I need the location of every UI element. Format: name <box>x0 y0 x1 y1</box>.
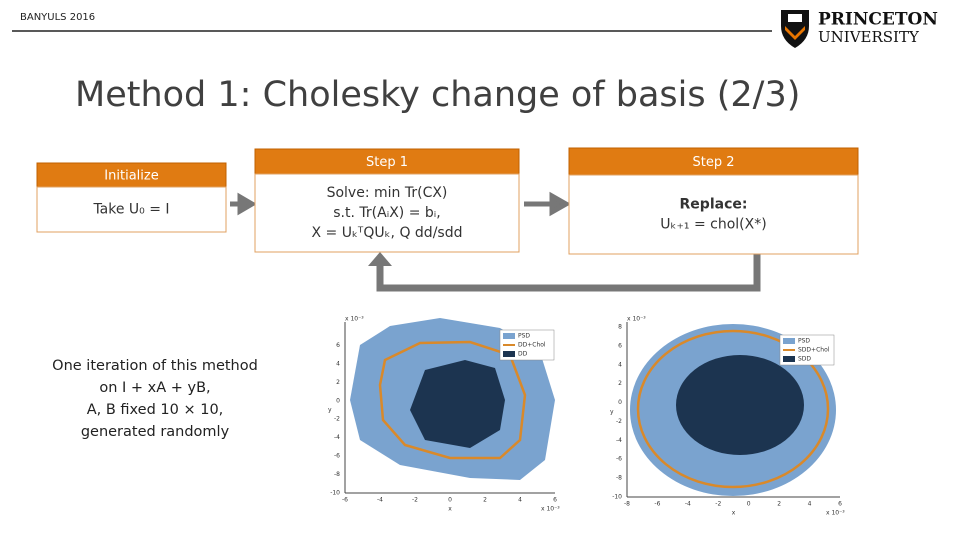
y-tick-label: -4 <box>334 434 340 441</box>
scale-label: x 10⁻³ <box>345 316 364 323</box>
step-body <box>254 173 520 253</box>
legend-label: DD+Chol <box>518 342 546 349</box>
x-tick-label: 4 <box>808 501 812 508</box>
logo-line: UNIVERSITY <box>818 28 920 46</box>
legend-swatch <box>503 333 515 339</box>
note-line: generated randomly <box>81 424 230 440</box>
y-tick-label: -4 <box>616 437 622 444</box>
note-line: A, B fixed 10 × 10, <box>87 402 224 418</box>
step-text: Take U₀ = I <box>92 202 169 218</box>
arrow-head <box>368 252 392 266</box>
step-body <box>36 186 227 233</box>
feedback-arrow <box>376 254 761 292</box>
legend-label: PSD <box>798 338 810 345</box>
note-line: One iteration of this method <box>52 358 258 374</box>
x-tick-label: -4 <box>377 497 383 504</box>
y-tick-label: 4 <box>618 361 622 368</box>
legend-label: SDD+Chol <box>798 347 830 354</box>
dd-region <box>410 360 505 448</box>
y-tick-label: 2 <box>336 379 340 386</box>
y-axis-label: y <box>610 409 614 416</box>
y-tick-label: 4 <box>336 360 340 367</box>
x-tick-label: -2 <box>715 501 721 508</box>
x-tick-label: -6 <box>654 501 660 508</box>
legend-label: SDD <box>798 356 811 363</box>
y-tick-label: 0 <box>336 397 340 404</box>
x-axis-label: x <box>732 510 736 517</box>
step-header <box>36 162 227 188</box>
legend-swatch <box>783 356 795 362</box>
y-tick-label: -2 <box>334 416 340 423</box>
chevron <box>785 26 805 40</box>
legend-label: DD <box>518 351 528 358</box>
step-body <box>568 174 859 255</box>
step-text: Uₖ₊₁ = chol(X*) <box>660 217 766 233</box>
y-tick-label: -8 <box>616 475 622 482</box>
step-label: Step 2 <box>692 155 734 170</box>
scale-label: x 10⁻³ <box>826 510 845 517</box>
scale-label: x 10⁻³ <box>541 506 560 513</box>
step-text: s.t. Tr(AᵢX) = bᵢ, <box>333 205 440 221</box>
book <box>788 14 802 22</box>
logo-line: PRINCETON <box>818 10 938 30</box>
legend-swatch <box>783 338 795 344</box>
chol-region <box>378 340 527 460</box>
legend-label: PSD <box>518 333 530 340</box>
y-axis-label: y <box>328 407 332 414</box>
y-tick-label: 2 <box>618 380 622 387</box>
y-tick-label: -10 <box>612 494 622 501</box>
x-tick-label: 2 <box>483 497 487 504</box>
x-tick-label: 0 <box>747 501 751 508</box>
y-tick-label: -2 <box>616 418 622 425</box>
note-line: on I + xA + yB, <box>99 380 210 396</box>
legend-swatch <box>503 351 515 357</box>
event: BANYULS 2016 <box>20 12 95 23</box>
y-tick-label: -8 <box>334 471 340 478</box>
x-tick-label: 2 <box>777 501 781 508</box>
arrow <box>230 192 257 216</box>
x-tick-label: -4 <box>685 501 691 508</box>
arrow <box>524 191 572 217</box>
y-tick-label: -6 <box>616 456 622 463</box>
y-tick-label: 6 <box>618 342 622 349</box>
x-tick-label: 6 <box>838 501 842 508</box>
x-axis-label: x <box>448 506 452 513</box>
step-text: Solve: min Tr(CX) <box>327 185 448 201</box>
x-tick-label: -8 <box>624 501 630 508</box>
slide-title: Method 1: Cholesky change of basis (2/3) <box>75 75 800 115</box>
step-label: Step 1 <box>366 155 408 170</box>
x-tick-label: 6 <box>553 497 557 504</box>
y-tick-label: 8 <box>618 324 622 331</box>
x-tick-label: -2 <box>412 497 418 504</box>
step-label: Initialize <box>104 169 158 184</box>
y-tick-label: 6 <box>336 342 340 349</box>
x-tick-label: 4 <box>518 497 522 504</box>
y-tick-label: 0 <box>618 399 622 406</box>
sdd-region <box>676 355 804 455</box>
scale-label: x 10⁻³ <box>627 316 646 323</box>
step-text: Replace: <box>680 197 748 213</box>
step-header <box>568 147 859 176</box>
y-tick-label: -6 <box>334 453 340 460</box>
x-tick-label: 0 <box>448 497 452 504</box>
step-text: X = UₖᵀQUₖ, Q dd/sdd <box>312 225 463 241</box>
chol-region <box>636 329 830 489</box>
x-tick-label: -6 <box>342 497 348 504</box>
y-tick-label: -10 <box>330 490 340 497</box>
